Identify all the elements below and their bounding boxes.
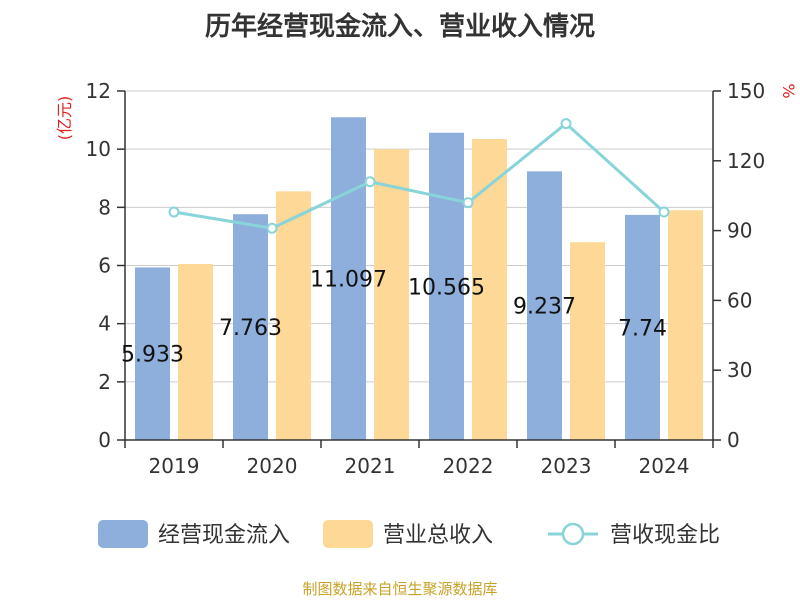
legend-label: 营业总收入 <box>383 523 493 548</box>
legend: 经营现金流入 营业总收入 营收现金比 <box>98 520 720 548</box>
bar-经营现金流入-2022 <box>429 132 464 440</box>
point-营收现金比-2021 <box>364 176 376 188</box>
x-tick-label: 2019 <box>149 454 200 478</box>
bar-营业总收入-2021 <box>374 149 409 440</box>
bar-营业总收入-2019 <box>178 264 213 440</box>
y-right-tick-label: 150 <box>727 79 765 103</box>
y-left-tick-label: 6 <box>98 254 111 278</box>
bar-经营现金流入-2021 <box>331 117 366 440</box>
chart-title: 历年经营现金流入、营业收入情况 <box>204 12 595 42</box>
data-label-2023: 9.237 <box>513 295 576 320</box>
x-tick-label: 2023 <box>541 454 592 478</box>
y-right-tick-label: 30 <box>727 358 752 382</box>
legend-marker <box>561 522 585 546</box>
legend-label: 营收现金比 <box>610 523 720 548</box>
y-right-tick-label: 120 <box>727 149 765 173</box>
point-营收现金比-2024 <box>658 206 670 218</box>
x-tick-label: 2022 <box>443 454 494 478</box>
data-label-2024: 7.74 <box>618 316 667 341</box>
line-营收现金比 <box>173 121 666 230</box>
bar-series <box>135 117 703 441</box>
legend-item-营业总收入: 营业总收入 <box>323 520 493 548</box>
bar-营业总收入-2020 <box>276 191 311 440</box>
source-note: 制图数据来自恒生聚源数据库 <box>302 580 498 598</box>
bar-经营现金流入-2023 <box>527 171 562 441</box>
y-left-tick-label: 0 <box>98 428 111 452</box>
data-label-2019: 5.933 <box>121 343 184 368</box>
y-left-axis-label: (亿元) <box>55 96 74 141</box>
bar-经营现金流入-2019 <box>135 267 170 440</box>
x-tick-label: 2020 <box>247 454 298 478</box>
grid-lines <box>125 90 713 441</box>
legend-swatch <box>98 520 148 548</box>
data-label-2021: 11.097 <box>310 268 387 293</box>
point-营收现金比-2019 <box>168 206 180 218</box>
data-labels: 5.933 7.763 11.097 10.565 9.237 7.74 <box>121 268 667 368</box>
y-right-tick-label: 60 <box>727 288 752 312</box>
point-营收现金比-2020 <box>266 222 278 234</box>
bar-营业总收入-2022 <box>472 138 507 441</box>
y-left-tick-label: 4 <box>98 312 111 336</box>
legend-swatch <box>323 520 373 548</box>
y-left-tick-label: 12 <box>86 79 111 103</box>
data-label-2022: 10.565 <box>408 275 485 300</box>
y-right-tick-label: 90 <box>727 219 752 243</box>
point-营收现金比-2022 <box>462 197 474 209</box>
legend-label: 经营现金流入 <box>158 523 290 548</box>
bar-营业总收入-2024 <box>668 210 703 440</box>
legend-item-经营现金流入: 经营现金流入 <box>98 520 290 548</box>
y-right-axis-label: % <box>779 83 798 98</box>
y-left-tick-label: 2 <box>98 370 111 394</box>
point-营收现金比-2023 <box>560 118 572 130</box>
x-tick-label: 2021 <box>345 454 396 478</box>
x-tick-label: 2024 <box>639 454 690 478</box>
bar-经营现金流入-2020 <box>233 214 268 440</box>
bar-经营现金流入-2024 <box>625 214 660 440</box>
y-left-tick-label: 8 <box>98 195 111 219</box>
legend-item-营收现金比: 营收现金比 <box>548 522 720 548</box>
line-series <box>168 118 670 234</box>
data-label-2020: 7.763 <box>219 316 282 341</box>
y-left-tick-label: 10 <box>86 137 111 161</box>
y-right-tick-label: 0 <box>727 428 740 452</box>
bar-营业总收入-2023 <box>570 242 605 440</box>
